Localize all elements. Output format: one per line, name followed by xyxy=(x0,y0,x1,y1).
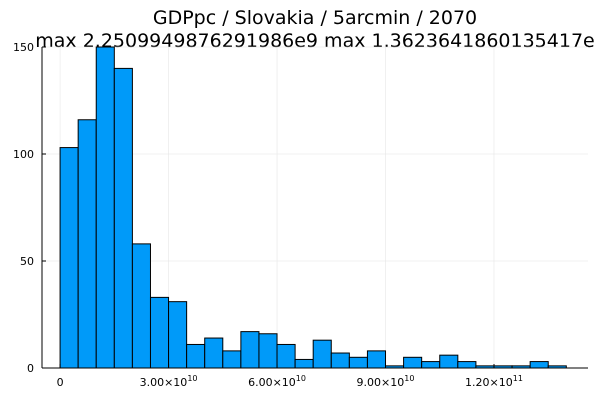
histogram-bar xyxy=(421,361,441,369)
histogram-bar xyxy=(77,119,97,369)
histogram-bar xyxy=(366,350,387,369)
histogram-bar xyxy=(258,333,278,369)
y-tick-label: 0 xyxy=(27,362,34,375)
x-tick-labels: 0 3.00×1010 6.00×1010 9.00×1010 1.20×1011 xyxy=(57,374,523,389)
histogram-bar xyxy=(186,343,206,369)
histogram-bar xyxy=(149,296,170,369)
y-tick-label: 150 xyxy=(13,41,34,54)
x-tick-label: 6.00×1010 xyxy=(248,374,306,389)
chart-subtitle: max 2.2509949876291986e9 max 1.362364186… xyxy=(35,30,594,52)
histogram-bar xyxy=(294,358,314,369)
chart-title: GDPpc / Slovakia / 5arcmin / 2070 xyxy=(153,7,477,29)
histogram-bar xyxy=(276,343,296,369)
axes xyxy=(41,46,588,369)
histogram-bar xyxy=(240,331,260,369)
bars xyxy=(59,46,567,369)
histogram-bar xyxy=(330,352,350,369)
x-tick-label: 1.20×1011 xyxy=(465,374,523,389)
histogram-bar xyxy=(312,339,332,369)
histogram-bar xyxy=(457,361,477,369)
x-tick-label: 3.00×1010 xyxy=(140,374,198,389)
histogram-bar xyxy=(204,337,224,369)
histogram-bar xyxy=(113,67,133,369)
y-tick-label: 50 xyxy=(20,255,34,268)
histogram-bar xyxy=(59,147,79,369)
histogram-bar xyxy=(529,361,549,369)
histogram-bar xyxy=(348,356,368,369)
y-tick-labels: 0 50 100 150 xyxy=(13,41,34,375)
y-tick-label: 100 xyxy=(13,148,34,161)
histogram-bar xyxy=(168,301,188,369)
histogram-bar xyxy=(131,243,151,369)
x-tick-label: 9.00×1010 xyxy=(357,374,415,389)
histogram-bar xyxy=(222,350,242,369)
histogram-bar xyxy=(439,354,459,369)
histogram-bar xyxy=(403,356,423,369)
histogram-bar xyxy=(95,46,115,369)
x-tick-label: 0 xyxy=(57,376,64,389)
